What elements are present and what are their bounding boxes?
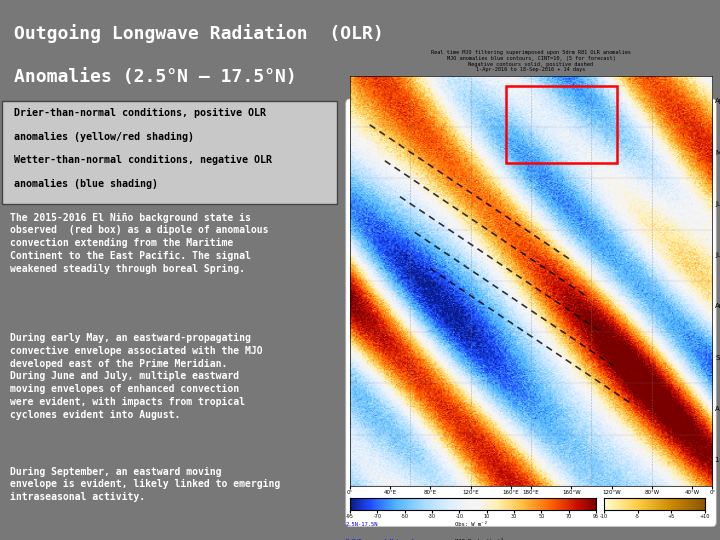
FancyBboxPatch shape <box>346 99 716 526</box>
Text: Outgoing Longwave Radiation  (OLR): Outgoing Longwave Radiation (OLR) <box>14 24 384 43</box>
Text: The 2015-2016 El Niño background state is
observed  (red box) as a dipole of ano: The 2015-2016 El Niño background state i… <box>10 213 269 274</box>
Text: During early May, an eastward-propagating
convective envelope associated with th: During early May, an eastward-propagatin… <box>10 333 263 420</box>
Title: Real time MJO filtering superimposed upon 5drm R81 OLR anomalies
MJO anomalies b: Real time MJO filtering superimposed upo… <box>431 50 631 72</box>
FancyBboxPatch shape <box>1 101 337 204</box>
Text: Obs: W m⁻²: Obs: W m⁻² <box>455 523 488 528</box>
Text: 2.5N-17.5N: 2.5N-17.5N <box>346 523 378 528</box>
Text: Wetter-than-normal conditions, negative OLR: Wetter-than-normal conditions, negative … <box>14 154 271 165</box>
Text: BoM/Bureau of Meteorology: BoM/Bureau of Meteorology <box>346 539 424 540</box>
Bar <box>506 86 617 163</box>
Text: MJO Peak: W m⁻²: MJO Peak: W m⁻² <box>455 539 504 540</box>
Text: Drier-than-normal conditions, positive OLR: Drier-than-normal conditions, positive O… <box>14 108 266 118</box>
Text: Anomalies (2.5°N – 17.5°N): Anomalies (2.5°N – 17.5°N) <box>14 68 297 86</box>
Text: During September, an eastward moving
envelope is evident, likely linked to emerg: During September, an eastward moving env… <box>10 467 281 502</box>
Text: anomalies (blue shading): anomalies (blue shading) <box>14 179 158 189</box>
Text: anomalies (yellow/red shading): anomalies (yellow/red shading) <box>14 132 194 143</box>
